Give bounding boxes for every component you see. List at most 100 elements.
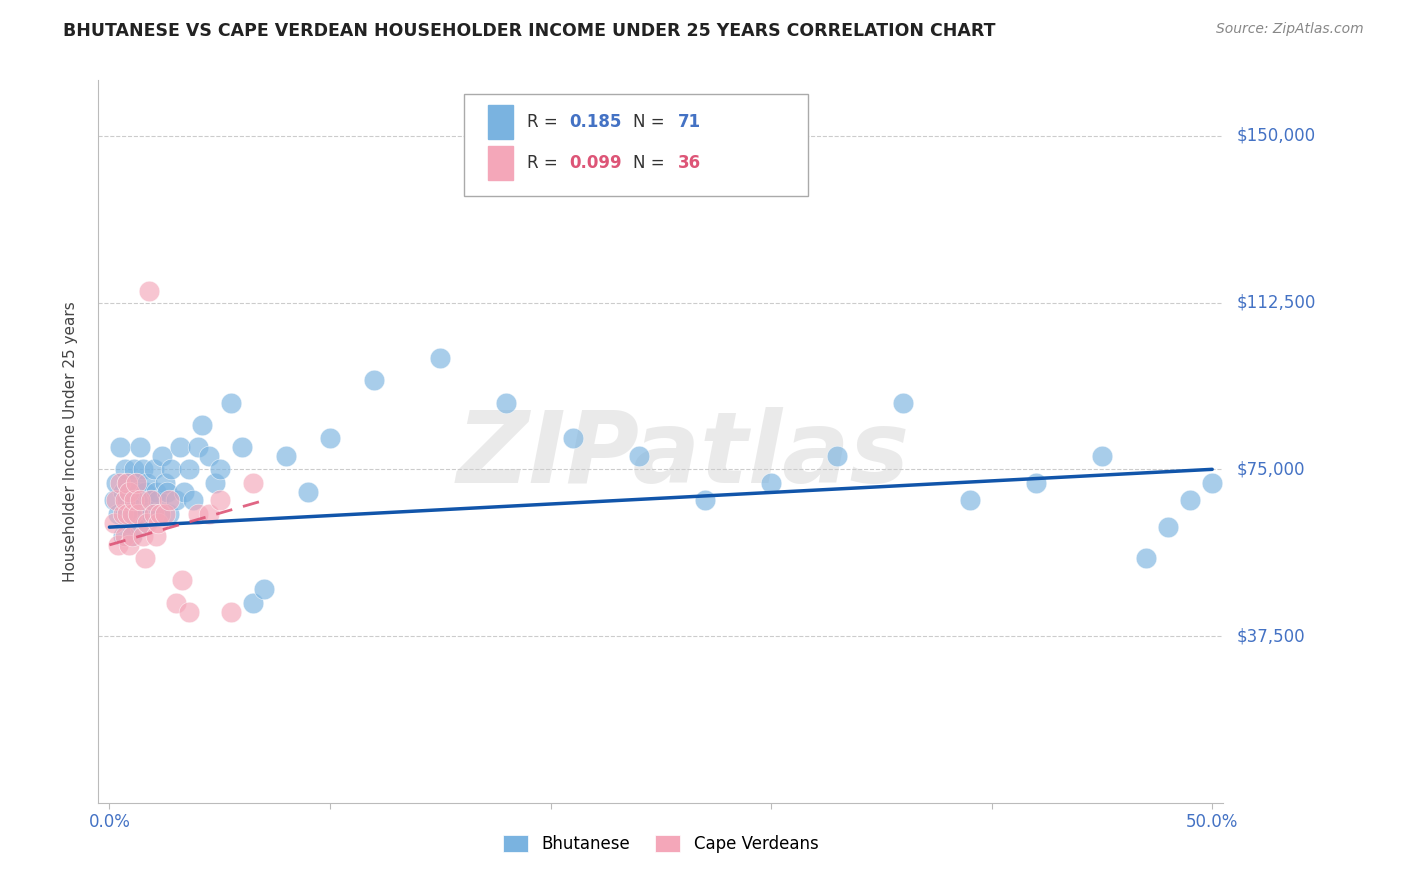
Point (157, 493, 180, 508)
Text: $150,000: $150,000 (1236, 127, 1316, 145)
Text: ZIPatlas: ZIPatlas (457, 408, 910, 505)
Point (219, 605, 242, 619)
Point (149, 507, 172, 521)
Point (825, 449, 848, 463)
Point (134, 516, 156, 530)
Point (177, 605, 200, 619)
Point (131, 529, 153, 543)
Point (153, 475, 176, 490)
Point (114, 462, 136, 476)
Point (122, 462, 145, 476)
Point (138, 493, 160, 508)
Point (138, 285, 160, 299)
Point (759, 475, 782, 490)
Point (1025, 475, 1047, 490)
Point (107, 538, 129, 552)
Point (561, 431, 583, 445)
Point (111, 507, 134, 521)
Point (141, 507, 163, 521)
Point (103, 493, 125, 508)
Point (157, 507, 180, 521)
Text: Source: ZipAtlas.com: Source: ZipAtlas.com (1216, 22, 1364, 37)
Point (129, 493, 152, 508)
Point (297, 484, 319, 499)
Point (204, 475, 226, 490)
Point (363, 373, 385, 387)
Point (118, 484, 141, 499)
Point (231, 440, 253, 454)
Text: $75,000: $75,000 (1236, 460, 1305, 478)
Point (107, 507, 129, 521)
Point (111, 529, 134, 543)
Point (1178, 493, 1201, 508)
Point (121, 498, 143, 512)
Point (131, 493, 153, 508)
Point (187, 507, 209, 521)
Legend: Bhutanese, Cape Verdeans: Bhutanese, Cape Verdeans (496, 828, 825, 860)
Point (122, 507, 145, 521)
Text: 36: 36 (678, 154, 700, 172)
Text: BHUTANESE VS CAPE VERDEAN HOUSEHOLDER INCOME UNDER 25 YEARS CORRELATION CHART: BHUTANESE VS CAPE VERDEAN HOUSEHOLDER IN… (63, 22, 995, 40)
Point (118, 516, 141, 530)
Point (253, 582, 276, 597)
Point (105, 475, 128, 490)
Point (495, 395, 517, 409)
Point (149, 507, 172, 521)
Point (121, 529, 143, 543)
Point (197, 507, 219, 521)
Point (118, 484, 141, 499)
Point (105, 493, 128, 508)
Point (1201, 475, 1223, 490)
Point (115, 475, 138, 490)
Point (145, 529, 167, 543)
Point (208, 462, 231, 476)
Point (177, 462, 200, 476)
Point (111, 484, 134, 499)
Point (134, 551, 156, 566)
Point (627, 449, 650, 463)
Point (169, 440, 191, 454)
Text: $37,500: $37,500 (1236, 627, 1305, 645)
Text: N =: N = (633, 113, 669, 131)
Point (114, 529, 136, 543)
Point (110, 440, 132, 454)
Point (131, 462, 153, 476)
Point (115, 507, 138, 521)
Point (145, 484, 167, 499)
Point (103, 516, 125, 530)
Point (1135, 551, 1157, 566)
Point (114, 507, 136, 521)
Point (136, 516, 159, 530)
Point (959, 493, 981, 508)
Point (165, 596, 187, 610)
Point (156, 484, 179, 499)
Point (121, 529, 143, 543)
Point (191, 417, 214, 432)
Point (153, 507, 176, 521)
Point (125, 475, 148, 490)
Point (242, 475, 264, 490)
Point (242, 596, 264, 610)
Point (142, 462, 165, 476)
Point (125, 475, 148, 490)
Point (319, 431, 342, 445)
Point (219, 395, 242, 409)
Point (115, 475, 138, 490)
Text: R =: R = (527, 154, 564, 172)
Point (115, 493, 138, 508)
Y-axis label: Householder Income Under 25 years: Householder Income Under 25 years (63, 301, 77, 582)
Point (172, 574, 194, 588)
Point (127, 507, 149, 521)
Text: 71: 71 (678, 113, 700, 131)
Text: 0.185: 0.185 (569, 113, 621, 131)
Text: 0.099: 0.099 (569, 154, 621, 172)
Point (150, 449, 173, 463)
Point (110, 475, 132, 490)
Point (146, 493, 169, 508)
Point (197, 449, 219, 463)
Point (127, 484, 149, 499)
Point (429, 351, 451, 366)
Point (129, 520, 152, 534)
Point (187, 440, 209, 454)
Point (118, 538, 141, 552)
